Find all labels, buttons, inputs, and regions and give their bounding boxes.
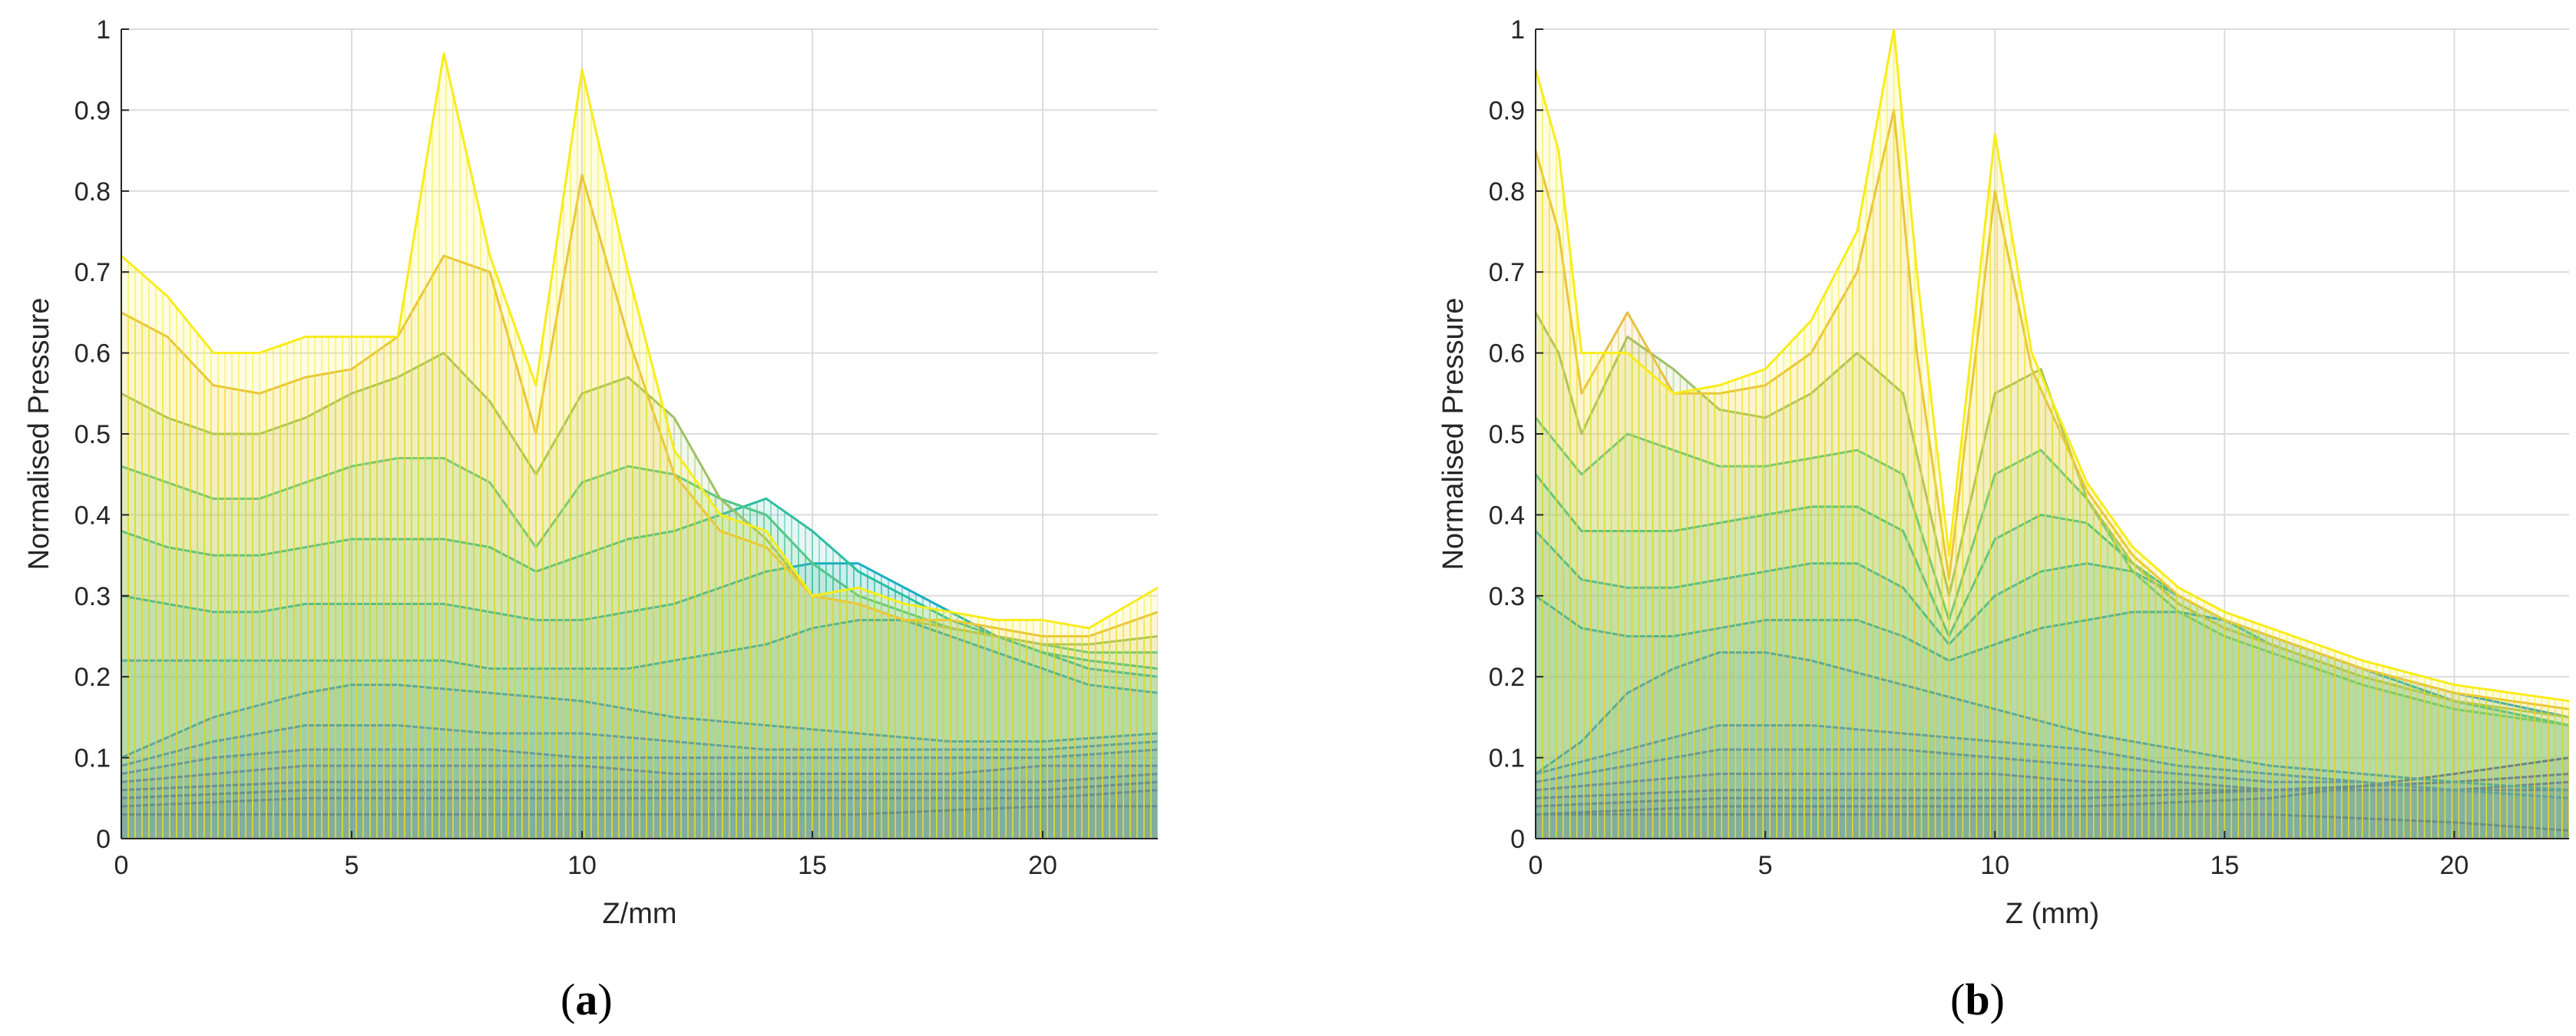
y-tick-label: 0.9	[74, 96, 111, 125]
series-line	[121, 748, 1158, 776]
x-tick-label: 0	[1529, 851, 1543, 880]
caption-a: (a)	[561, 974, 613, 1025]
caption-a-letter: a	[575, 975, 598, 1024]
series-line	[1536, 29, 2569, 703]
y-tick-label: 0.7	[74, 258, 111, 287]
caption-b-letter: b	[1965, 975, 1990, 1024]
x-tick-label: 15	[798, 851, 827, 880]
y-tick-label: 0.8	[74, 177, 111, 207]
series-line	[1536, 416, 2569, 727]
chart-b: 00.10.20.30.40.50.60.70.80.910 5 10 15 20Z (…	[1437, 15, 2569, 930]
x-tick-label: 15	[2210, 851, 2239, 880]
y-tick-label: 1	[1510, 15, 1525, 45]
chart-a: 00.10.20.30.40.50.60.70.80.910 5 10 15 20Z/m…	[23, 15, 1158, 930]
series-line	[121, 618, 1158, 694]
series-group	[121, 52, 1158, 839]
caption-b: (b)	[1950, 974, 2005, 1025]
x-tick-label: 20	[1028, 851, 1057, 880]
series-line	[121, 764, 1158, 783]
y-tick-label: 0.7	[1489, 258, 1525, 287]
series-line	[121, 52, 1158, 630]
y-tick-label: 1	[96, 15, 111, 45]
x-tick-label: 0	[114, 851, 129, 880]
y-tick-label: 0.6	[1489, 339, 1525, 369]
y-tick-label: 0.4	[1489, 501, 1525, 530]
series-line	[121, 562, 1158, 678]
caption-a-open: (	[561, 975, 576, 1024]
caption-b-close: )	[1989, 975, 2005, 1024]
series-line	[1536, 773, 2569, 792]
series-hatch	[1536, 29, 2569, 839]
series-line	[1536, 473, 2569, 727]
series-group	[1536, 29, 2569, 839]
y-tick-label: 0.1	[74, 744, 111, 773]
x-tick-label: 10	[567, 851, 597, 880]
y-tick-label: 0.2	[74, 663, 111, 692]
x-tick-label: 10	[1980, 851, 2009, 880]
y-tick-label: 0.5	[1489, 420, 1525, 449]
y-tick-label: 0.5	[74, 420, 111, 449]
y-tick-label: 0	[96, 825, 111, 854]
series-line	[1536, 108, 2569, 710]
series-line	[121, 174, 1158, 637]
x-axis-label: Z (mm)	[2006, 898, 2099, 930]
caption-b-open: (	[1950, 975, 1966, 1024]
y-tick-label: 0.8	[1489, 177, 1525, 207]
x-tick-label: 5	[345, 851, 359, 880]
y-tick-label: 0.1	[1489, 744, 1525, 773]
y-tick-label: 0.2	[1489, 663, 1525, 692]
chart-panel-a: 0 0.1 0.2 0.3 0.4 0.5 0.6 0.7 0.8 0.9 1 0 5 10 15 20 Z/m…	[0, 0, 1213, 1036]
x-axis-label: Z/mm	[602, 898, 676, 930]
x-tick-label: 5	[1758, 851, 1773, 880]
y-tick-label: 0.6	[74, 339, 111, 369]
y-tick-label: 0.9	[1489, 96, 1525, 125]
series-hatch	[121, 63, 1158, 839]
series-line	[1536, 651, 2569, 792]
series-area	[1536, 757, 2569, 839]
y-tick-label: 0	[1510, 825, 1525, 854]
caption-a-close: )	[597, 975, 613, 1024]
y-tick-label: 0.3	[1489, 582, 1525, 611]
series-0	[121, 52, 1158, 839]
series-0	[1536, 29, 2569, 839]
y-tick-label: 0.3	[74, 582, 111, 611]
y-tick-label: 0.4	[74, 501, 111, 530]
series-line	[121, 497, 1158, 670]
y-axis-label: Normalised Pressure	[1437, 298, 1470, 571]
y-axis-label: Normalised Pressure	[23, 298, 55, 571]
chart-panel-b: 0 0.1 0.2 0.3 0.4 0.5 0.6 0.7 0.8 0.9 1 0 5 10 15 20 Z (…	[1367, 0, 2576, 1036]
x-tick-label: 20	[2440, 851, 2469, 880]
series-line	[121, 352, 1158, 646]
